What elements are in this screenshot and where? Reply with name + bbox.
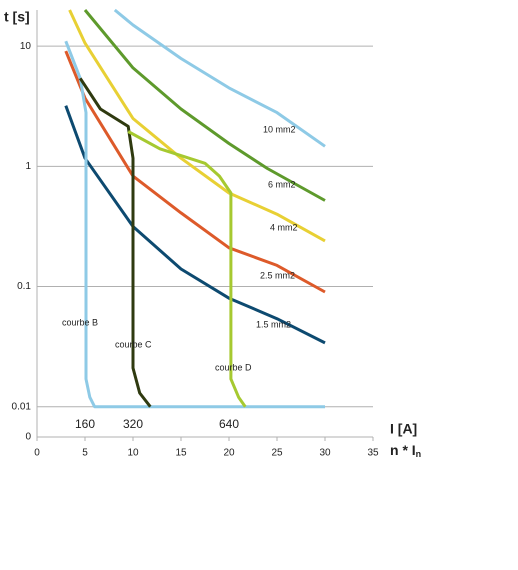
series-label: 1.5 mm2 (256, 319, 291, 329)
x-axis-title-2: n * In (390, 442, 421, 460)
series-line (83, 9, 326, 202)
series-line (68, 9, 326, 243)
x-tick-label: 0 (34, 448, 40, 459)
series-label: courbe B (62, 317, 98, 327)
x-tick-label: 35 (367, 448, 379, 459)
x-tick-label: 25 (271, 448, 283, 459)
x-tick-label: 20 (223, 448, 235, 459)
annotation: 640 (219, 417, 239, 431)
series-label: courbe C (115, 339, 152, 349)
series-label: 10 mm2 (263, 124, 296, 134)
series-label: 6 mm2 (268, 179, 296, 189)
y-axis-title: t [s] (4, 9, 30, 25)
x-tick-label: 15 (175, 448, 187, 459)
series-line (127, 130, 247, 408)
y-tick-label: 0 (25, 432, 31, 443)
series-label: 2.5 mm2 (260, 270, 295, 280)
series-label: courbe D (215, 362, 252, 372)
annotation: 320 (123, 417, 143, 431)
x-tick-label: 5 (82, 448, 88, 459)
series-label: 4 mm2 (270, 222, 298, 232)
x-tick-label: 30 (319, 448, 331, 459)
y-tick-label: 0.01 (12, 401, 32, 412)
series-line (64, 50, 326, 294)
series-line (113, 8, 326, 148)
y-tick-label: 1 (25, 161, 31, 172)
annotation: 160 (75, 417, 95, 431)
series-line (78, 77, 152, 408)
y-tick-label: 0.1 (17, 281, 31, 292)
x-axis-title: I [A] (390, 421, 417, 437)
x-tick-label: 10 (127, 448, 139, 459)
y-tick-label: 10 (20, 41, 32, 52)
